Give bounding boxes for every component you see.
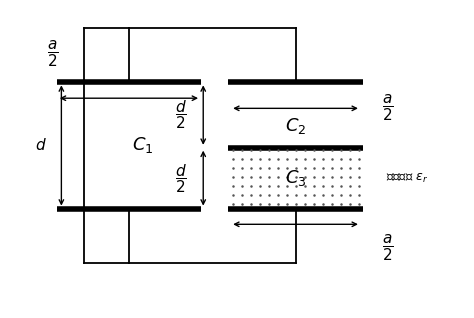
Text: $C_2$: $C_2$ [285, 116, 306, 136]
Text: $\dfrac{d}{2}$: $\dfrac{d}{2}$ [175, 162, 187, 195]
Text: $\dfrac{d}{2}$: $\dfrac{d}{2}$ [175, 99, 187, 131]
Text: $d$: $d$ [35, 137, 47, 154]
Text: $C_3$: $C_3$ [285, 168, 306, 188]
Text: $C_1$: $C_1$ [132, 135, 153, 156]
Text: $\dfrac{a}{2}$: $\dfrac{a}{2}$ [382, 93, 394, 123]
Text: $\dfrac{a}{2}$: $\dfrac{a}{2}$ [382, 233, 394, 263]
Text: 比誘電率 $\varepsilon_r$: 比誘電率 $\varepsilon_r$ [386, 172, 428, 185]
Text: $\dfrac{a}{2}$: $\dfrac{a}{2}$ [46, 39, 58, 69]
